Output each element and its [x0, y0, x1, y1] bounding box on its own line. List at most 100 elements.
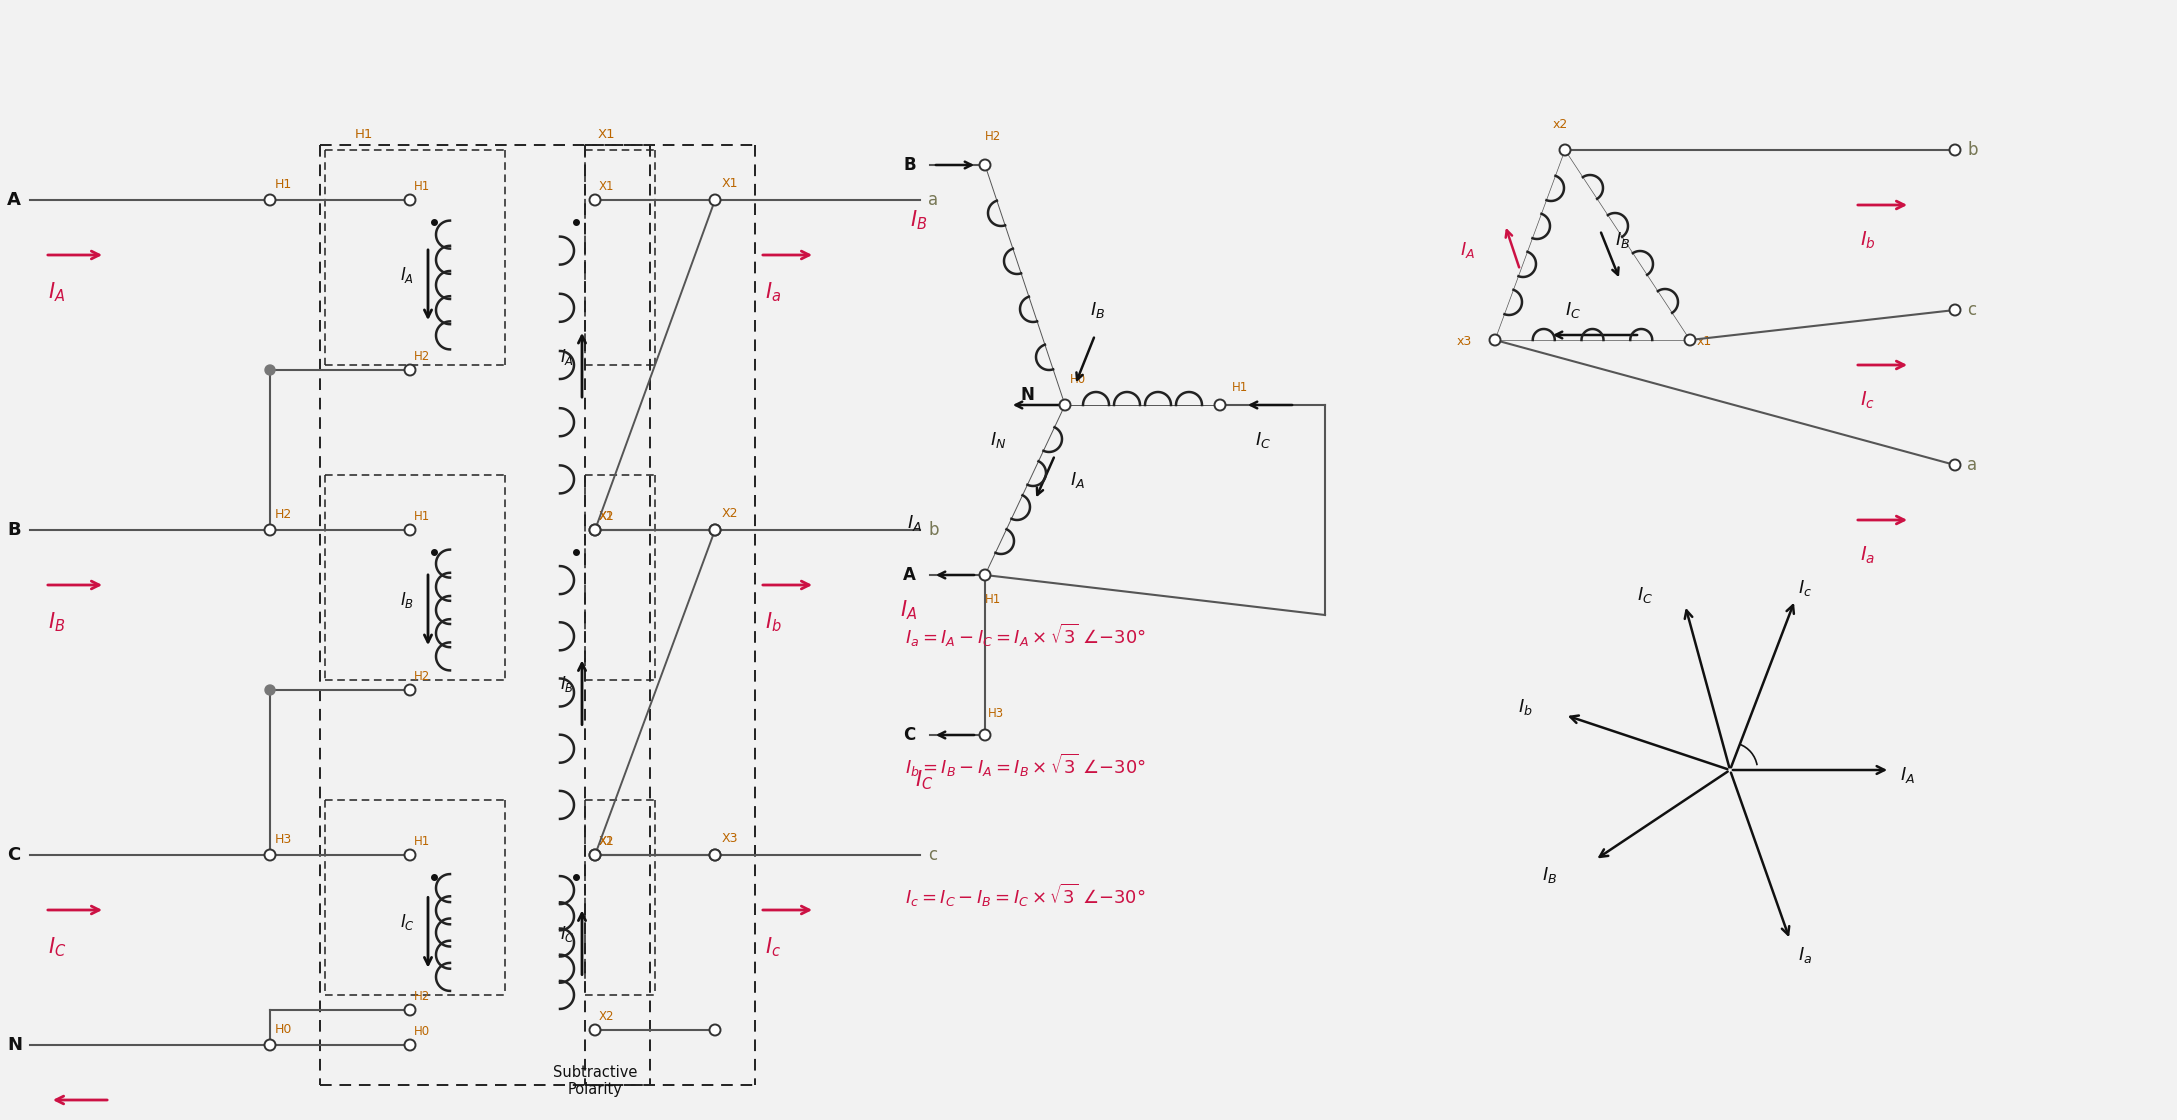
Text: H1: H1 [355, 128, 374, 141]
Text: X3: X3 [723, 832, 738, 844]
Text: H1: H1 [414, 836, 431, 848]
Circle shape [710, 524, 721, 535]
Circle shape [710, 524, 721, 535]
Circle shape [263, 524, 276, 535]
Circle shape [263, 195, 276, 205]
Text: C: C [903, 726, 914, 744]
Text: X1: X1 [599, 836, 614, 848]
Text: x3: x3 [1456, 335, 1472, 348]
Circle shape [266, 685, 274, 696]
Text: $I_C$: $I_C$ [1254, 430, 1271, 450]
Text: x1: x1 [1698, 335, 1713, 348]
Circle shape [1489, 335, 1500, 345]
Circle shape [980, 159, 991, 170]
Text: $I_B$: $I_B$ [1615, 230, 1631, 250]
Text: X1: X1 [599, 128, 616, 141]
Text: H3: H3 [274, 833, 292, 846]
Circle shape [590, 524, 601, 535]
Circle shape [1948, 459, 1961, 470]
Text: $I_A$: $I_A$ [1901, 765, 1916, 785]
Circle shape [263, 1039, 276, 1051]
Text: $I_B$: $I_B$ [401, 590, 414, 610]
Text: H0: H0 [1071, 373, 1086, 386]
Text: H1: H1 [414, 510, 431, 523]
Text: Subtractive
Polarity: Subtractive Polarity [553, 1065, 638, 1098]
Text: $I_a$: $I_a$ [764, 280, 782, 304]
Text: X1: X1 [723, 177, 738, 190]
Text: H1: H1 [274, 178, 292, 192]
Text: $I_b$: $I_b$ [1517, 697, 1533, 717]
Circle shape [710, 195, 721, 205]
Circle shape [1060, 400, 1071, 411]
Text: $I_C$: $I_C$ [914, 768, 934, 792]
Circle shape [405, 684, 416, 696]
Text: $I_b$: $I_b$ [1859, 230, 1877, 251]
Text: $I_c$: $I_c$ [764, 935, 782, 959]
Text: N: N [1021, 386, 1034, 404]
Circle shape [405, 849, 416, 860]
Text: $I_C$: $I_C$ [1637, 585, 1652, 605]
Text: H0: H0 [414, 1025, 431, 1038]
Text: $I_C$: $I_C$ [401, 913, 416, 933]
Text: $I_B$: $I_B$ [48, 610, 65, 634]
Text: $I_B$: $I_B$ [910, 208, 927, 232]
Text: C: C [7, 846, 20, 864]
Circle shape [405, 195, 416, 205]
Text: H2: H2 [414, 670, 431, 683]
Circle shape [405, 1039, 416, 1051]
Text: c: c [1968, 301, 1977, 319]
Text: c: c [927, 846, 936, 864]
Text: $I_A$: $I_A$ [908, 513, 923, 533]
Text: $I_N$: $I_N$ [991, 430, 1006, 450]
Text: $I_C$: $I_C$ [559, 924, 575, 944]
Circle shape [710, 1025, 721, 1036]
Text: H2: H2 [414, 349, 431, 363]
Circle shape [266, 365, 274, 375]
Text: $I_A$: $I_A$ [401, 265, 414, 284]
Text: B: B [903, 156, 917, 174]
Text: B: B [7, 521, 20, 539]
Text: N: N [7, 1036, 22, 1054]
Text: $I_B$: $I_B$ [559, 674, 575, 694]
Text: b: b [927, 521, 938, 539]
Text: X2: X2 [599, 1010, 614, 1023]
Text: H1: H1 [414, 180, 431, 193]
Circle shape [1685, 335, 1696, 345]
Text: $I_a = I_A - I_C = I_A \times \sqrt{3}\ \angle{-30°}$: $I_a = I_A - I_C = I_A \times \sqrt{3}\ … [906, 622, 1145, 648]
Text: X1: X1 [599, 510, 614, 523]
Circle shape [590, 195, 601, 205]
Text: $I_c = I_C - I_B = I_C \times \sqrt{3}\ \angle{-30°}$: $I_c = I_C - I_B = I_C \times \sqrt{3}\ … [906, 881, 1145, 908]
Text: $I_C$: $I_C$ [1565, 300, 1581, 320]
Circle shape [590, 849, 601, 860]
Circle shape [405, 364, 416, 375]
Text: $I_a$: $I_a$ [1859, 544, 1874, 566]
Text: $I_B$: $I_B$ [1541, 865, 1557, 885]
Circle shape [590, 849, 601, 860]
Text: H1: H1 [984, 592, 1001, 606]
Text: $I_C$: $I_C$ [48, 935, 65, 959]
Text: H2: H2 [414, 990, 431, 1004]
Circle shape [405, 1005, 416, 1016]
Text: x2: x2 [1552, 118, 1567, 131]
Text: $I_A$: $I_A$ [1071, 470, 1084, 491]
Text: $I_A$: $I_A$ [48, 280, 65, 304]
Text: X1: X1 [599, 180, 614, 193]
Text: A: A [903, 566, 917, 584]
Circle shape [980, 729, 991, 740]
Text: a: a [927, 192, 938, 209]
Circle shape [710, 849, 721, 860]
Circle shape [710, 849, 721, 860]
Text: b: b [1968, 141, 1977, 159]
Circle shape [1215, 400, 1226, 411]
Text: $I_b = I_B - I_A = I_B \times \sqrt{3}\ \angle{-30°}$: $I_b = I_B - I_A = I_B \times \sqrt{3}\ … [906, 752, 1147, 778]
Text: $I_B$: $I_B$ [1091, 300, 1106, 320]
Text: $I_A$: $I_A$ [899, 598, 917, 622]
Text: A: A [7, 192, 22, 209]
Circle shape [1948, 144, 1961, 156]
Circle shape [405, 524, 416, 535]
Circle shape [980, 569, 991, 580]
Text: $I_c$: $I_c$ [1798, 578, 1811, 598]
Text: H3: H3 [988, 707, 1004, 720]
Text: H2: H2 [984, 130, 1001, 143]
Text: $I_c$: $I_c$ [1859, 390, 1874, 411]
